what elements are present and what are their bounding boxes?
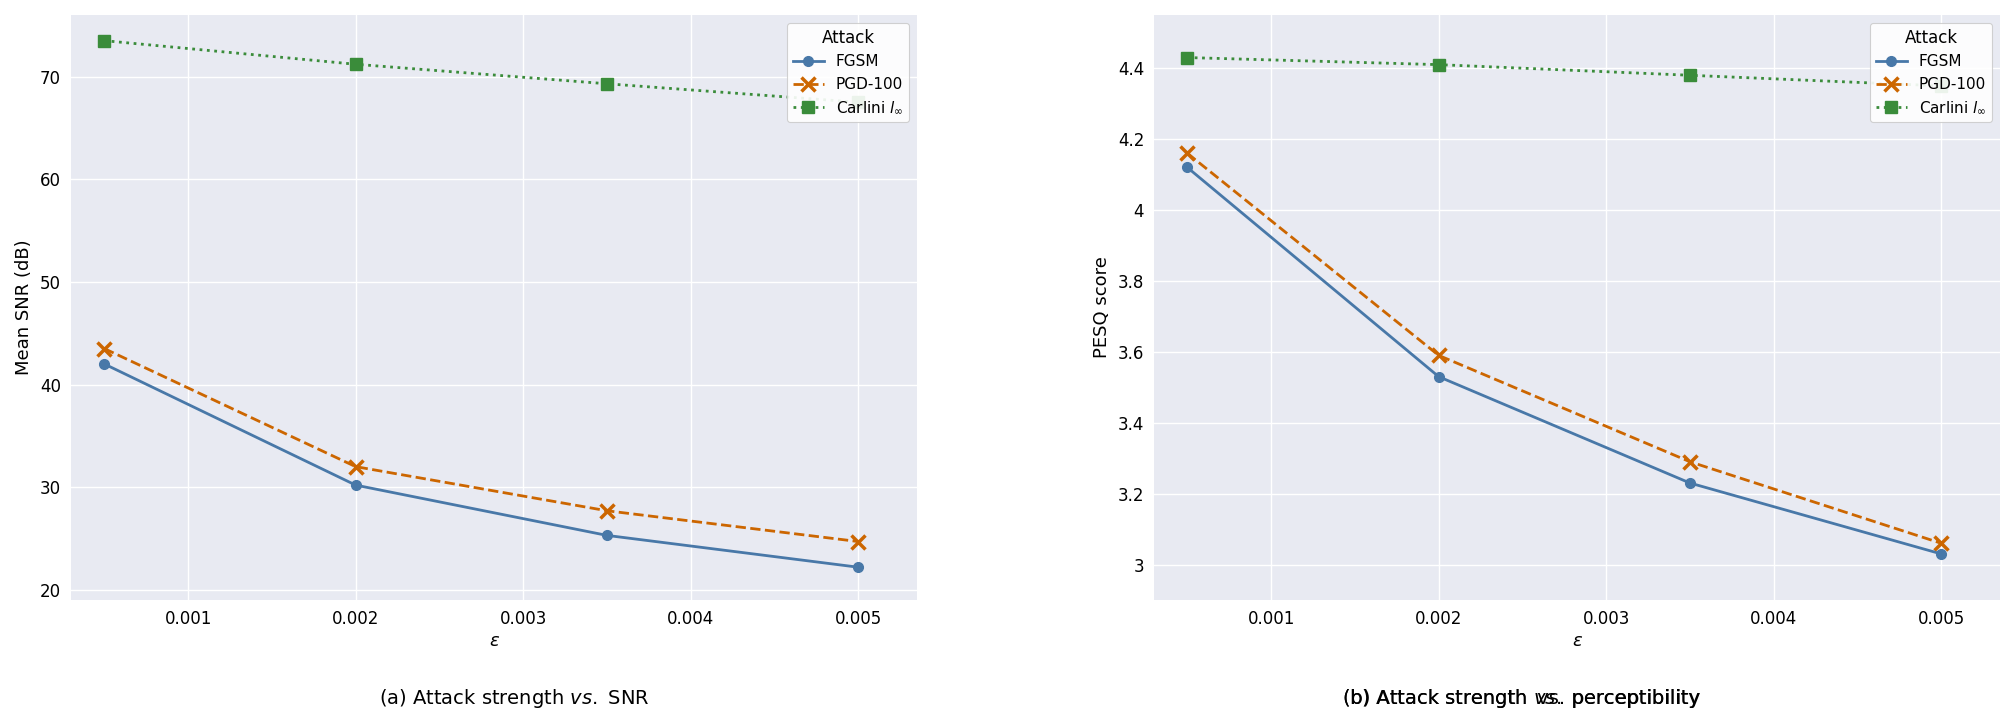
Line: Carlini $l_{\infty}$: Carlini $l_{\infty}$ — [99, 34, 864, 109]
Carlini $l_{\infty}$ — [1678, 71, 1702, 79]
Y-axis label: Mean SNR (dB): Mean SNR (dB) — [14, 240, 32, 375]
Text: (a) Attack strength $\mathit{vs.}$ SNR: (a) Attack strength $\mathit{vs.}$ SNR — [379, 687, 649, 710]
Text: (b) Attack strength  ​vs.​ perceptibility: (b) Attack strength ​vs.​ perceptibility — [1341, 689, 1700, 709]
Line: Carlini $l_{\infty}$: Carlini $l_{\infty}$ — [1180, 51, 1948, 92]
FGSM — [846, 563, 870, 571]
PGD-100 — [1927, 539, 1952, 548]
PGD-100 — [846, 537, 870, 546]
Carlini $l_{\infty}$ — [93, 36, 117, 45]
Carlini $l_{\infty}$ — [1174, 53, 1198, 61]
Line: PGD-100: PGD-100 — [1180, 147, 1948, 551]
X-axis label: ε: ε — [489, 632, 499, 650]
Text: (b) Attack strength $\mathit{vs.}$ perceptibility: (b) Attack strength $\mathit{vs.}$ perce… — [1341, 687, 1700, 710]
FGSM — [1927, 550, 1952, 558]
Line: FGSM: FGSM — [99, 359, 862, 572]
Carlini $l_{\infty}$ — [1426, 60, 1450, 69]
Legend: FGSM, PGD-100, Carlini $l_{\infty}$: FGSM, PGD-100, Carlini $l_{\infty}$ — [787, 23, 908, 122]
Line: PGD-100: PGD-100 — [97, 342, 864, 548]
PGD-100 — [1426, 351, 1450, 360]
Line: FGSM: FGSM — [1182, 162, 1946, 559]
FGSM — [93, 360, 117, 368]
Y-axis label: PESQ score: PESQ score — [1092, 257, 1110, 358]
Carlini $l_{\infty}$ — [594, 79, 618, 88]
PGD-100 — [1678, 458, 1702, 466]
X-axis label: ε: ε — [1571, 632, 1581, 650]
Carlini $l_{\infty}$ — [1927, 82, 1952, 90]
FGSM — [1426, 373, 1450, 381]
Carlini $l_{\infty}$ — [342, 60, 367, 69]
PGD-100 — [93, 345, 117, 353]
FGSM — [1174, 163, 1198, 172]
Legend: FGSM, PGD-100, Carlini $l_{\infty}$: FGSM, PGD-100, Carlini $l_{\infty}$ — [1869, 23, 1992, 122]
FGSM — [1678, 479, 1702, 488]
PGD-100 — [342, 463, 367, 471]
Carlini $l_{\infty}$ — [846, 98, 870, 107]
PGD-100 — [594, 506, 618, 515]
FGSM — [594, 531, 618, 540]
FGSM — [342, 480, 367, 489]
PGD-100 — [1174, 149, 1198, 157]
